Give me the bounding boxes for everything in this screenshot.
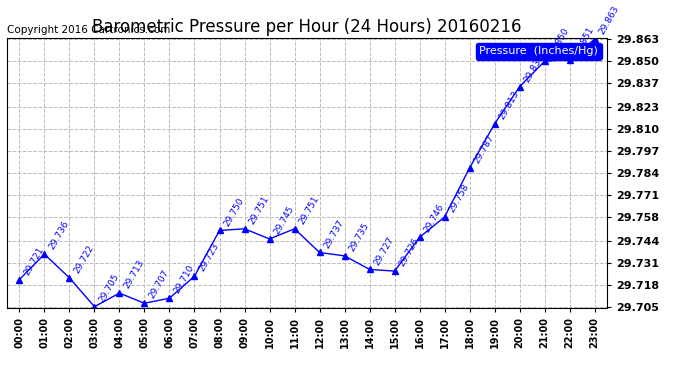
Text: Copyright 2016 Cartronics.com: Copyright 2016 Cartronics.com	[7, 25, 170, 35]
Text: 29.707: 29.707	[147, 269, 171, 300]
Legend: Pressure  (Inches/Hg): Pressure (Inches/Hg)	[476, 43, 602, 60]
Text: 29.705: 29.705	[97, 272, 121, 304]
Text: 29.751: 29.751	[247, 194, 271, 226]
Text: 29.850: 29.850	[547, 27, 571, 58]
Pressure  (Inches/Hg)	[215, 228, 224, 233]
Pressure  (Inches/Hg)	[240, 226, 248, 231]
Pressure  (Inches/Hg)	[566, 57, 574, 62]
Pressure  (Inches/Hg)	[90, 304, 99, 309]
Pressure  (Inches/Hg)	[515, 84, 524, 89]
Text: 29.746: 29.746	[422, 203, 446, 234]
Pressure  (Inches/Hg)	[340, 254, 348, 258]
Text: 29.745: 29.745	[273, 204, 296, 236]
Text: 29.751: 29.751	[297, 194, 321, 226]
Text: 29.713: 29.713	[122, 258, 146, 290]
Pressure  (Inches/Hg)	[440, 214, 449, 219]
Pressure  (Inches/Hg)	[366, 267, 374, 272]
Text: 29.750: 29.750	[222, 196, 246, 228]
Text: 29.726: 29.726	[397, 237, 421, 268]
Text: 29.737: 29.737	[322, 218, 346, 250]
Pressure  (Inches/Hg)	[315, 250, 324, 255]
Pressure  (Inches/Hg)	[15, 278, 23, 282]
Line: Pressure  (Inches/Hg): Pressure (Inches/Hg)	[17, 36, 598, 309]
Text: 29.710: 29.710	[172, 264, 196, 296]
Text: 29.736: 29.736	[47, 220, 71, 251]
Pressure  (Inches/Hg)	[166, 296, 174, 300]
Text: 29.758: 29.758	[447, 182, 471, 214]
Pressure  (Inches/Hg)	[391, 269, 399, 273]
Pressure  (Inches/Hg)	[491, 122, 499, 126]
Title: Barometric Pressure per Hour (24 Hours) 20160216: Barometric Pressure per Hour (24 Hours) …	[92, 18, 522, 36]
Pressure  (Inches/Hg)	[190, 274, 199, 278]
Text: 29.727: 29.727	[373, 235, 396, 267]
Pressure  (Inches/Hg)	[540, 59, 549, 63]
Text: 29.721: 29.721	[22, 245, 46, 277]
Pressure  (Inches/Hg)	[140, 301, 148, 306]
Pressure  (Inches/Hg)	[415, 235, 424, 240]
Text: 29.851: 29.851	[573, 25, 596, 57]
Pressure  (Inches/Hg)	[591, 37, 599, 42]
Text: 29.723: 29.723	[197, 242, 221, 273]
Pressure  (Inches/Hg)	[466, 166, 474, 170]
Pressure  (Inches/Hg)	[290, 226, 299, 231]
Text: 29.735: 29.735	[347, 221, 371, 253]
Text: 29.863: 29.863	[598, 4, 621, 36]
Text: 29.813: 29.813	[497, 89, 521, 121]
Text: 29.835: 29.835	[522, 52, 546, 84]
Pressure  (Inches/Hg)	[66, 276, 74, 280]
Text: 29.787: 29.787	[473, 133, 496, 165]
Text: 29.722: 29.722	[72, 243, 96, 275]
Pressure  (Inches/Hg)	[115, 291, 124, 296]
Pressure  (Inches/Hg)	[40, 252, 48, 257]
Pressure  (Inches/Hg)	[266, 237, 274, 241]
